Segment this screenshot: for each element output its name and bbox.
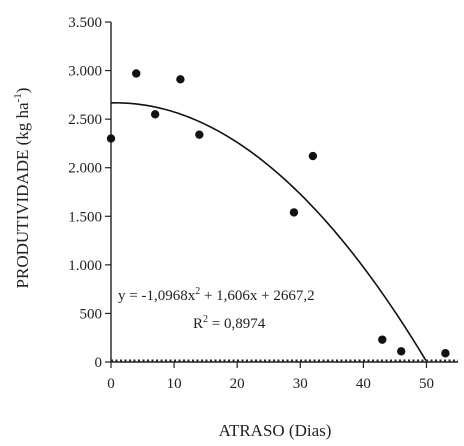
data-point bbox=[289, 208, 299, 217]
equation-label: y = -1,0968x2 + 1,606x + 2667,2 bbox=[118, 286, 315, 304]
data-point bbox=[441, 349, 450, 358]
y-tick-label: 1.500 bbox=[68, 209, 102, 225]
equation-part1: y = -1,0968x bbox=[118, 288, 196, 304]
y-axis-title: PRODUTIVIDADE (kg ha-1) bbox=[12, 88, 32, 289]
y-tick-label: 0 bbox=[95, 355, 103, 371]
x-axis-title: ATRASO (Dias) bbox=[219, 421, 332, 440]
equation-part2: + 1,606x + 2667,2 bbox=[200, 288, 314, 304]
r2-letter: R bbox=[193, 316, 203, 332]
r2-label: R2 = 0,8974 bbox=[193, 314, 266, 332]
x-tick-label: 50 bbox=[419, 376, 434, 392]
data-point bbox=[106, 134, 116, 143]
x-tick-label: 20 bbox=[230, 376, 245, 392]
x-tick-label: 0 bbox=[107, 376, 115, 392]
data-point bbox=[150, 110, 160, 119]
y-tick-label: 2.500 bbox=[68, 112, 102, 128]
equation-sup: 2 bbox=[195, 286, 200, 297]
r2-value: = 0,8974 bbox=[208, 316, 266, 332]
data-point bbox=[195, 130, 204, 139]
data-point bbox=[176, 75, 185, 84]
data-point bbox=[378, 335, 387, 344]
y-axis-title-close: ) bbox=[13, 88, 32, 94]
data-point bbox=[397, 347, 406, 356]
fit-curve bbox=[110, 102, 427, 361]
y-axis-title-sup: -1 bbox=[12, 93, 24, 102]
x-tick-label: 30 bbox=[293, 376, 308, 392]
x-tick-label: 40 bbox=[356, 376, 371, 392]
y-tick-label: 2.000 bbox=[68, 161, 102, 177]
y-tick-label: 3.000 bbox=[68, 64, 102, 80]
y-tick-label: 500 bbox=[80, 306, 103, 322]
r2-sup: 2 bbox=[203, 314, 208, 325]
y-axis-title-main: PRODUTIVIDADE (kg ha bbox=[13, 102, 32, 288]
x-tick-label: 10 bbox=[167, 376, 182, 392]
data-point bbox=[132, 69, 141, 78]
y-tick-label: 3.500 bbox=[68, 15, 102, 31]
y-tick-label: 1.000 bbox=[68, 258, 102, 274]
data-point bbox=[308, 151, 318, 161]
